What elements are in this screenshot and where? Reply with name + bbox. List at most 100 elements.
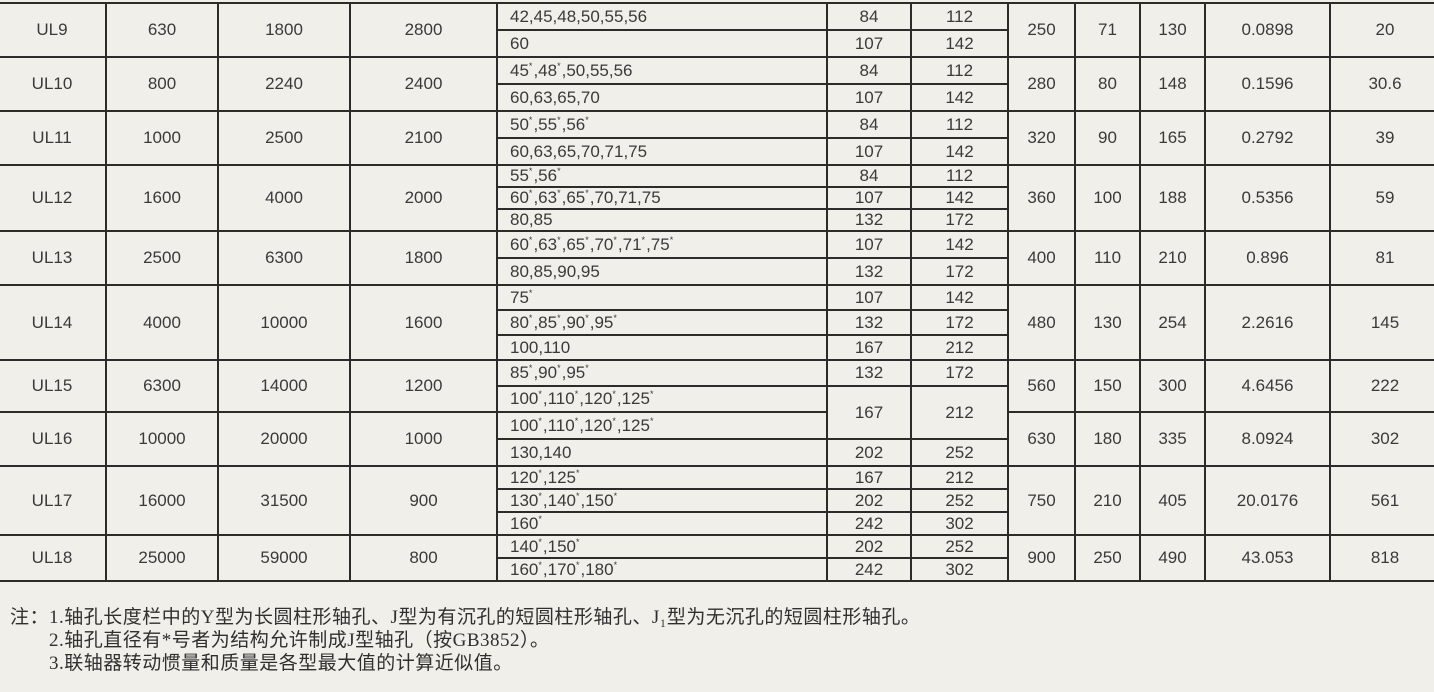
cell-bores: 100*,110*,120*,125* bbox=[496, 411, 828, 440]
cell-r1: 630 bbox=[1007, 411, 1076, 467]
cell-c4: 900 bbox=[349, 465, 498, 536]
cell-r3: 405 bbox=[1139, 465, 1206, 536]
cell-r3: 490 bbox=[1139, 534, 1206, 582]
table-row: UL14 4000 10000 1600 75* 107 142 480 130… bbox=[0, 284, 1434, 361]
cell-r2: 71 bbox=[1074, 2, 1141, 58]
cell-l2: 142 bbox=[910, 230, 1009, 259]
cell-c4: 1600 bbox=[349, 284, 498, 361]
footnote-1: 1.轴孔长度栏中的Y型为长圆柱形轴孔、J型为有沉孔的短圆柱形轴孔、J₁型为无沉孔… bbox=[49, 607, 921, 628]
table-row: 60*,63*,65*,70,71,75 107 142 bbox=[0, 186, 1434, 210]
table-row: 160*,170*,180* 242 302 bbox=[0, 557, 1434, 582]
cell-c2: 16000 bbox=[105, 465, 219, 536]
cell-r5: 302 bbox=[1329, 411, 1434, 467]
table-row: UL18 25000 59000 800 140*,150* 202 252 9… bbox=[0, 534, 1434, 582]
table-row: 130*,140*,150* 202 252 bbox=[0, 488, 1434, 513]
cell-model: UL14 bbox=[0, 284, 107, 361]
table-row: 80,85 132 172 bbox=[0, 208, 1434, 232]
table-row: UL9 630 1800 2800 42,45,48,50,55,56 84 1… bbox=[0, 2, 1434, 58]
cell-l2: 142 bbox=[910, 83, 1009, 112]
cell-l2: 112 bbox=[910, 2, 1009, 31]
table-row: 100,110 167 212 bbox=[0, 334, 1434, 361]
cell-l1: 202 bbox=[826, 488, 912, 513]
cell-l2: 142 bbox=[910, 186, 1009, 210]
cell-r4: 43.053 bbox=[1204, 534, 1331, 582]
cell-c2: 10000 bbox=[105, 411, 219, 467]
cell-c3: 4000 bbox=[217, 164, 351, 232]
cell-model: UL12 bbox=[0, 164, 107, 232]
coupling-spec-table: UL9 630 1800 2800 42,45,48,50,55,56 84 1… bbox=[0, 2, 1434, 582]
cell-r3: 165 bbox=[1139, 110, 1206, 166]
footnote-3: 3.联轴器转动惯量和质量是各型最大值的计算近似值。 bbox=[49, 653, 513, 674]
cell-l2: 172 bbox=[910, 257, 1009, 286]
cell-l1: 132 bbox=[826, 309, 912, 336]
cell-l2: 112 bbox=[910, 110, 1009, 139]
table-row: UL12 1600 4000 2000 55*,56* 84 112 360 1… bbox=[0, 164, 1434, 232]
cell-l2: 172 bbox=[910, 359, 1009, 387]
cell-bores: 60 bbox=[496, 29, 828, 58]
cell-l1: 132 bbox=[826, 208, 912, 232]
cell-l1: 167 bbox=[826, 465, 912, 490]
table-row: UL16 10000 20000 1000 100*,110*,120*,125… bbox=[0, 411, 1434, 467]
table-row: UL17 16000 31500 900 120*,125* 167 212 7… bbox=[0, 465, 1434, 536]
table-row: 160* 242 302 bbox=[0, 511, 1434, 536]
cell-model: UL17 bbox=[0, 465, 107, 536]
cell-c4: 2400 bbox=[349, 56, 498, 112]
cell-r1: 250 bbox=[1007, 2, 1076, 58]
cell-l2: 142 bbox=[910, 29, 1009, 58]
cell-c4: 1200 bbox=[349, 359, 498, 413]
cell-l2: 142 bbox=[910, 284, 1009, 311]
cell-c4: 1000 bbox=[349, 411, 498, 467]
cell-c3: 1800 bbox=[217, 2, 351, 58]
cell-r1: 320 bbox=[1007, 110, 1076, 166]
table-row: 100*,110*,120*,125* 167 212 bbox=[0, 385, 1434, 440]
cell-r2: 250 bbox=[1074, 534, 1141, 582]
cell-c3: 6300 bbox=[217, 230, 351, 286]
cell-bores: 75* bbox=[496, 284, 828, 311]
cell-r2: 130 bbox=[1074, 284, 1141, 361]
cell-r5: 81 bbox=[1329, 230, 1434, 286]
footnotes-label: 注： bbox=[10, 607, 50, 628]
cell-c2: 6300 bbox=[105, 359, 219, 413]
cell-c3: 2240 bbox=[217, 56, 351, 112]
cell-c4: 1800 bbox=[349, 230, 498, 286]
cell-l2: 302 bbox=[910, 511, 1009, 536]
cell-r3: 148 bbox=[1139, 56, 1206, 112]
cell-l1: 107 bbox=[826, 137, 912, 166]
cell-l1-merged: 167 bbox=[826, 385, 912, 440]
cell-c2: 2500 bbox=[105, 230, 219, 286]
cell-l2: 252 bbox=[910, 438, 1009, 467]
cell-r4: 20.0176 bbox=[1204, 465, 1331, 536]
table-row: UL10 800 2240 2400 45*,48*,50,55,56 84 1… bbox=[0, 56, 1434, 112]
cell-c3: 14000 bbox=[217, 359, 351, 413]
cell-r2: 100 bbox=[1074, 164, 1141, 232]
cell-r1: 480 bbox=[1007, 284, 1076, 361]
cell-l2: 142 bbox=[910, 137, 1009, 166]
cell-l1: 202 bbox=[826, 438, 912, 467]
cell-c2: 1000 bbox=[105, 110, 219, 166]
cell-r5: 59 bbox=[1329, 164, 1434, 232]
cell-bores: 50*,55*,56* bbox=[496, 110, 828, 139]
cell-c2: 630 bbox=[105, 2, 219, 58]
cell-model: UL13 bbox=[0, 230, 107, 286]
cell-r5: 561 bbox=[1329, 465, 1434, 536]
cell-l2: 302 bbox=[910, 557, 1009, 582]
cell-l1: 107 bbox=[826, 83, 912, 112]
cell-r4: 2.2616 bbox=[1204, 284, 1331, 361]
cell-l2: 212 bbox=[910, 334, 1009, 361]
table-row: 60 107 142 bbox=[0, 29, 1434, 58]
cell-bores: 60*,63*,65*,70,71,75 bbox=[496, 186, 828, 210]
cell-c2: 1600 bbox=[105, 164, 219, 232]
table-row: 60,63,65,70,71,75 107 142 bbox=[0, 137, 1434, 166]
cell-r4: 0.5356 bbox=[1204, 164, 1331, 232]
cell-model: UL11 bbox=[0, 110, 107, 166]
cell-bores: 60*,63*,65*,70*,71*,75* bbox=[496, 230, 828, 259]
cell-bores: 100*,110*,120*,125* bbox=[496, 385, 828, 413]
cell-l2: 112 bbox=[910, 56, 1009, 85]
footnote-2: 2.轴孔直径有*号者为结构允许制成J型轴孔（按GB3852）。 bbox=[49, 630, 550, 651]
cell-model: UL9 bbox=[0, 2, 107, 58]
table-row: UL13 2500 6300 1800 60*,63*,65*,70*,71*,… bbox=[0, 230, 1434, 286]
cell-bores: 140*,150* bbox=[496, 534, 828, 559]
cell-l2: 252 bbox=[910, 534, 1009, 559]
cell-r1: 280 bbox=[1007, 56, 1076, 112]
cell-r5: 145 bbox=[1329, 284, 1434, 361]
